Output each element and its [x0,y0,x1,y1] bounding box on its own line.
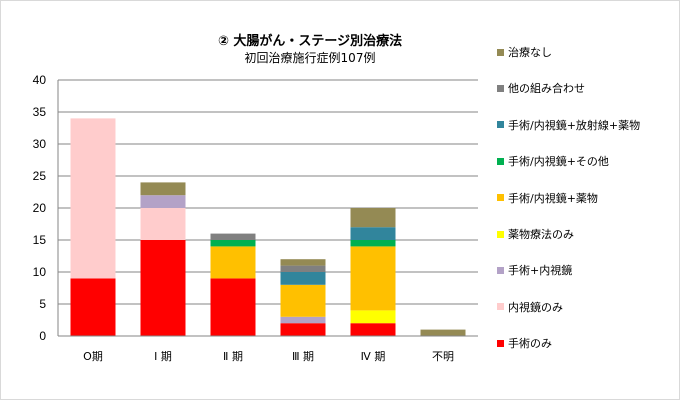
legend-label: 手術+内視鏡 [508,264,573,278]
y-tick-label: 30 [33,137,47,151]
legend-swatch [497,48,504,56]
bar-segment [70,278,116,336]
legend-label: 手術/内視鏡+その他 [508,155,609,169]
bars [70,118,466,336]
bar-segment [280,284,326,317]
x-tick-labels: O期 Ⅰ 期 Ⅱ 期 Ⅲ 期 Ⅳ 期 不明 [83,350,454,363]
bar-segment [70,118,116,279]
x-tick-label: Ⅱ 期 [223,350,243,363]
bar-segment [210,278,256,336]
bar-segment [350,227,396,240]
legend-swatch [497,266,504,274]
legend-label: 他の組み合わせ [508,82,585,96]
x-tick-label: 不明 [432,350,454,363]
y-tick-label: 20 [33,201,47,215]
legend-swatch [497,194,504,202]
legend-label: 手術/内視鏡+薬物 [508,191,598,205]
y-tick-label: 15 [33,233,47,247]
legend-swatch [497,303,504,311]
bar-segment [280,323,326,336]
y-tick-label: 35 [33,105,47,119]
legend-item: 手術/内視鏡+その他 [497,153,609,169]
legend-label: 手術のみ [508,337,552,351]
legend-item: 手術のみ [497,335,552,351]
bar-segment [350,310,396,324]
legend-item: 手術/内視鏡+放射線+薬物 [497,117,640,133]
y-tick-label: 10 [33,265,47,279]
bar-segment [210,240,256,247]
y-tick-label: 5 [39,297,46,311]
legend-item: 治療なし [497,44,552,60]
legend-label: 手術/内視鏡+放射線+薬物 [508,118,641,132]
legend-item: 手術/内視鏡+薬物 [497,190,598,206]
bar-segment [280,316,326,324]
legend-item: 手術+内視鏡 [497,262,572,278]
y-tick-label: 0 [39,329,46,343]
bar-segment [350,208,396,228]
legend-swatch [497,84,504,92]
bar-segment [350,323,396,336]
bar-segment [210,246,256,279]
bar-segment [140,240,186,336]
bar-segment [420,329,466,336]
legend-swatch [497,339,504,347]
y-tick-labels: 0 5 10 15 20 25 30 35 40 [33,73,47,343]
legend-label: 薬物療法のみ [508,228,574,241]
chart-subtitle: 初回治療施行症例107例 [244,51,376,65]
bar-segment [280,265,326,272]
bar-segment [140,208,186,240]
legend-swatch [497,121,504,129]
legend-item: 他の組み合わせ [497,80,585,96]
legend-swatch [497,230,504,238]
bar-segment [140,182,186,196]
legend-label: 内視鏡のみ [508,300,563,314]
axes [57,80,478,337]
legend-item: 薬物療法のみ [497,226,574,242]
legend-label: 治療なし [508,46,552,59]
x-tick-label: Ⅳ 期 [361,350,386,363]
x-tick-label: Ⅰ 期 [154,350,172,363]
y-tick-label: 25 [33,169,47,183]
gridlines [58,79,478,305]
bar-segment [140,195,186,208]
y-tick-label: 40 [33,73,47,87]
legend-item: 内視鏡のみ [497,299,563,315]
bar-segment [350,246,396,311]
legend-swatch [497,157,504,165]
bar-segment [350,240,396,247]
bar-segment [280,272,326,285]
bar-segment [210,233,256,240]
x-tick-label: Ⅲ 期 [292,350,314,363]
bar-segment [280,259,326,266]
chart-title: ② 大腸がん・ステージ別治療法 [217,34,403,49]
x-tick-label: O期 [83,350,103,363]
